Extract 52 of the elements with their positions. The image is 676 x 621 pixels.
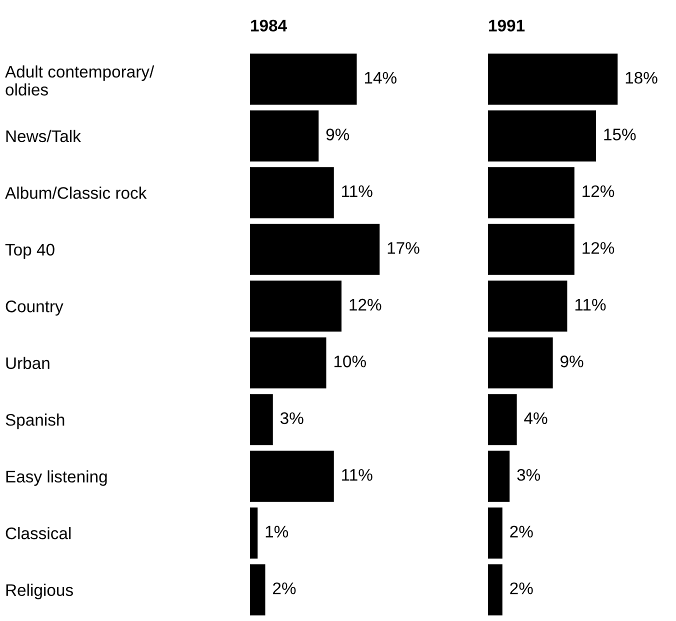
data-label: 18% bbox=[626, 72, 658, 84]
data-label: 12% bbox=[582, 242, 614, 254]
data-label: 14% bbox=[364, 72, 396, 84]
bar bbox=[250, 54, 357, 105]
data-label: 3% bbox=[517, 469, 540, 481]
bar bbox=[488, 508, 502, 559]
data-label: 11% bbox=[342, 185, 372, 198]
data-label: 4% bbox=[524, 412, 548, 424]
bar bbox=[488, 167, 574, 218]
data-label: 11% bbox=[342, 469, 372, 481]
y-tick-label: Classical bbox=[6, 527, 71, 540]
chart-title: 1991 bbox=[489, 20, 525, 32]
bar bbox=[250, 167, 334, 218]
data-label: 12% bbox=[350, 298, 382, 311]
bar bbox=[488, 450, 510, 502]
data-label: 9% bbox=[326, 128, 350, 140]
y-tick-label: Spanish bbox=[6, 414, 64, 430]
data-label: 17% bbox=[388, 242, 420, 254]
y-tick-label: Top 40 bbox=[5, 244, 54, 259]
y-tick-label: Adult contemporary/ oldies bbox=[5, 65, 154, 96]
data-label: 2% bbox=[510, 582, 533, 594]
data-label: 2% bbox=[273, 582, 296, 594]
bar bbox=[488, 54, 618, 105]
bar bbox=[250, 564, 266, 616]
y-tick-label: Religious bbox=[6, 584, 73, 600]
data-label: 12% bbox=[582, 185, 614, 198]
data-label: 2% bbox=[510, 526, 533, 538]
bar bbox=[488, 280, 568, 332]
data-label: 15% bbox=[604, 128, 636, 140]
y-tick-label: Urban bbox=[6, 356, 50, 370]
bar bbox=[250, 450, 334, 502]
bar bbox=[250, 280, 342, 332]
bar bbox=[488, 224, 574, 275]
data-label: 10% bbox=[334, 356, 366, 368]
data-label: 11% bbox=[575, 298, 606, 311]
chart-title: 1984 bbox=[251, 20, 287, 32]
data-label: 9% bbox=[560, 356, 584, 368]
y-tick-label: Easy listening bbox=[6, 470, 107, 486]
data-label: 1% bbox=[266, 526, 288, 538]
data-label: 3% bbox=[280, 412, 304, 424]
bar bbox=[250, 110, 319, 162]
bar bbox=[488, 337, 553, 388]
bar bbox=[488, 110, 596, 162]
bar bbox=[250, 508, 258, 559]
bar bbox=[250, 337, 326, 388]
y-tick-label: Album/Classic rock bbox=[5, 186, 147, 199]
bar bbox=[250, 394, 273, 446]
y-tick-label: Country bbox=[6, 300, 64, 316]
y-tick-label: News/Talk bbox=[6, 130, 81, 142]
bar bbox=[488, 564, 502, 616]
bar bbox=[488, 394, 517, 446]
bar bbox=[250, 224, 380, 275]
